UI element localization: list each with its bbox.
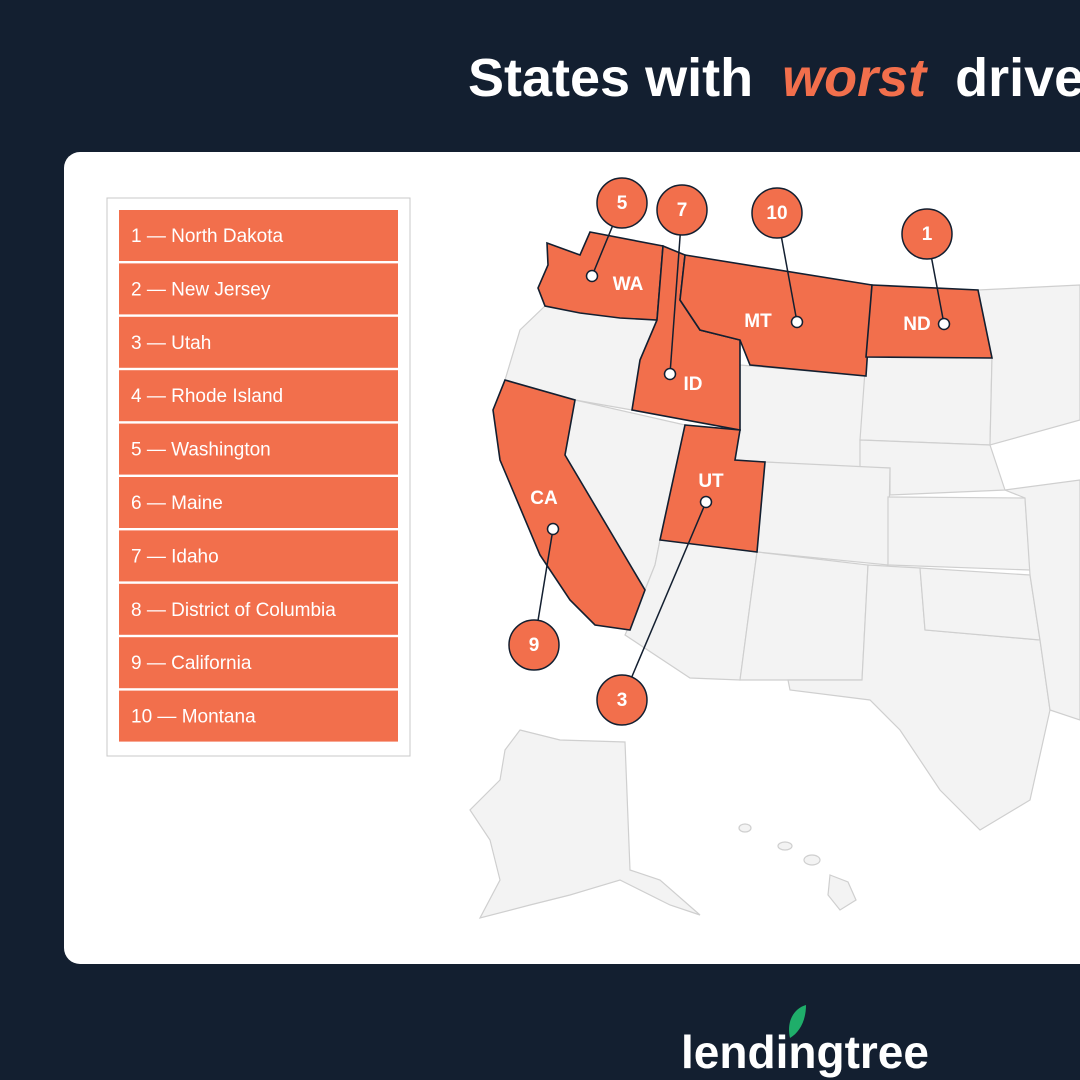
rank-bubble bbox=[508, 619, 560, 671]
state-highlight bbox=[492, 379, 646, 631]
rank-label: 10 bbox=[766, 203, 787, 224]
list-item bbox=[119, 210, 398, 261]
title-text: drive bbox=[955, 48, 1080, 108]
marker-dot bbox=[790, 315, 804, 329]
list-item-text: 9 — California bbox=[131, 653, 252, 674]
list-item-text: 3 — Utah bbox=[131, 333, 211, 354]
state-label: WA bbox=[613, 274, 644, 295]
rank-bubble bbox=[596, 674, 648, 726]
list-item bbox=[119, 690, 398, 742]
list-item bbox=[119, 637, 398, 689]
list-item-text: 2 — New Jersey bbox=[131, 279, 271, 300]
state bbox=[919, 567, 1041, 641]
hawaii bbox=[738, 823, 752, 833]
list-item bbox=[119, 316, 398, 368]
state bbox=[734, 364, 867, 469]
state-highlight bbox=[659, 424, 766, 553]
state bbox=[739, 551, 869, 681]
state-label: MT bbox=[744, 311, 772, 332]
list-item bbox=[119, 423, 398, 475]
hawaii bbox=[827, 874, 857, 911]
list-item bbox=[119, 583, 398, 635]
marker-dot bbox=[937, 317, 951, 331]
rank-label: 9 bbox=[529, 635, 540, 656]
state bbox=[859, 356, 993, 446]
state bbox=[977, 284, 1080, 446]
list-item bbox=[119, 477, 398, 528]
state bbox=[887, 496, 1031, 571]
alaska bbox=[469, 729, 701, 919]
list-item bbox=[119, 370, 398, 422]
list-item-text: 1 — North Dakota bbox=[131, 226, 283, 247]
list-item-text: 10 — Montana bbox=[131, 707, 256, 728]
marker-dot bbox=[585, 269, 599, 283]
rank-label: 5 bbox=[617, 193, 628, 214]
list-item-text: 7 — Idaho bbox=[131, 546, 219, 567]
rank-label: 3 bbox=[617, 690, 628, 711]
leader-line bbox=[669, 209, 683, 375]
logo: lendingtree bbox=[681, 1005, 929, 1078]
list-item-text: 4 — Rhode Island bbox=[131, 386, 283, 407]
list-item-text: 8 — District of Columbia bbox=[131, 600, 336, 621]
rank-bubble bbox=[901, 208, 953, 260]
logo-text: lendingtree bbox=[681, 1026, 929, 1078]
rank-label: 7 bbox=[677, 200, 688, 221]
state bbox=[1002, 479, 1080, 721]
hawaii bbox=[803, 854, 821, 866]
state-label: ID bbox=[684, 374, 703, 395]
rank-bubble bbox=[596, 177, 648, 229]
markers: 5 WA 7 ID 10 MT 1 ND 9 CA 3 UT bbox=[508, 177, 953, 726]
list: 1 — North Dakota 2 — New Jersey 3 — Utah 4 … bbox=[119, 210, 398, 742]
rank-bubble bbox=[751, 187, 803, 239]
state bbox=[756, 461, 891, 566]
list-item bbox=[119, 263, 398, 315]
rank-label: 1 bbox=[922, 224, 933, 245]
leader-line bbox=[621, 501, 707, 701]
marker-dot bbox=[663, 367, 677, 381]
state-highlight bbox=[865, 284, 993, 359]
state-label: UT bbox=[698, 471, 724, 492]
logo-leaf bbox=[789, 1005, 806, 1038]
title: States with worst drive bbox=[468, 48, 1080, 108]
hawaii bbox=[777, 841, 793, 851]
state-label: CA bbox=[530, 488, 558, 509]
map bbox=[469, 231, 1080, 919]
title-highlight: worst bbox=[782, 48, 928, 108]
title-text: States with bbox=[468, 48, 753, 108]
marker-dot bbox=[546, 522, 560, 536]
state-highlight bbox=[537, 231, 664, 321]
state-label: ND bbox=[903, 314, 930, 335]
rank-bubble bbox=[656, 184, 708, 236]
marker-dot bbox=[699, 495, 713, 509]
list-item bbox=[119, 530, 398, 582]
list-item-text: 5 — Washington bbox=[131, 440, 271, 461]
list-item-text: 6 — Maine bbox=[131, 493, 223, 514]
